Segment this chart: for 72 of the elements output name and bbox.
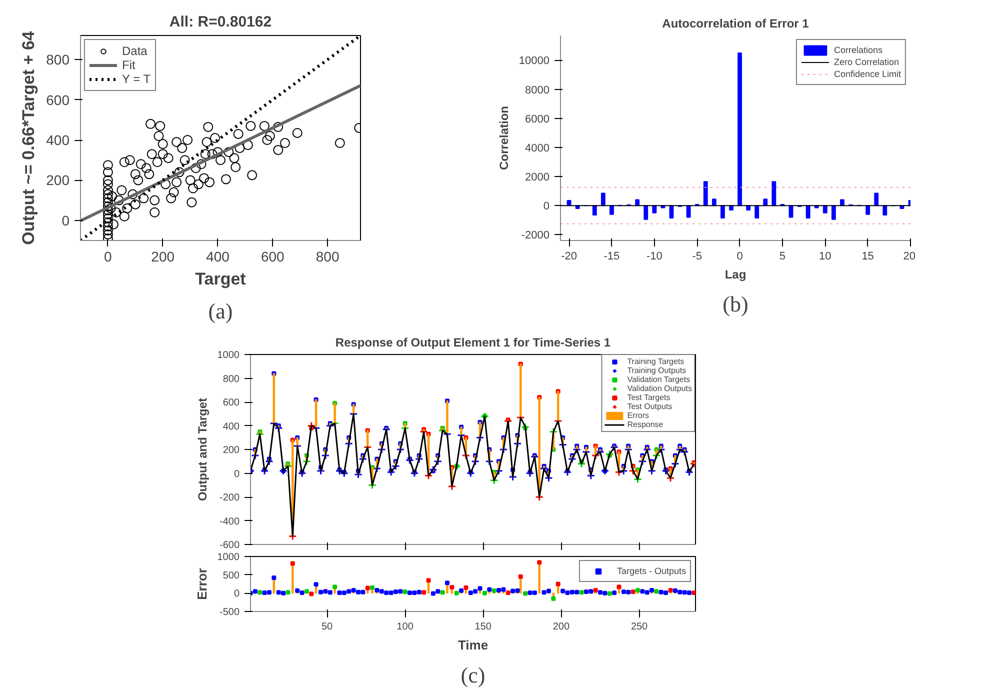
x-tick-label: 0 (736, 250, 743, 262)
x-tick-label: 200 (552, 622, 570, 632)
y-tick-label: 400 (46, 132, 70, 148)
y-tick-label: 2000 (525, 172, 550, 184)
x-tick-label: 600 (260, 248, 285, 264)
y-tick-label: 200 (222, 445, 240, 456)
x-tick-label: 10 (819, 250, 832, 262)
x-tick-label: 50 (321, 622, 334, 632)
chart-title: All: R=0.80162 (169, 14, 272, 30)
y-tick-label: 800 (46, 52, 70, 68)
x-tick-label: 150 (474, 622, 492, 632)
x-tick-label: 200 (151, 248, 175, 264)
y-tick-label: 400 (222, 421, 240, 432)
y-tick-label: 800 (222, 374, 240, 385)
legend-label: Response (627, 420, 664, 429)
y-tick-label: 4000 (525, 142, 550, 154)
y-tick-label: 0 (234, 468, 240, 480)
legend-label: Zero Correlation (834, 57, 899, 67)
legend-label: Confidence Limit (834, 69, 901, 79)
chart-title: Response of Output Element 1 for Time-Series 1 (335, 336, 611, 350)
y-tick-label: 600 (222, 398, 240, 408)
legend-label: Test Targets (627, 393, 670, 402)
legend-label: Test Outputs (627, 402, 672, 411)
x-tick-label: 20 (903, 250, 916, 262)
y-tick-label: -500 (219, 607, 240, 618)
y-tick-label: 0 (543, 200, 550, 213)
legend-label: Targets - Outputs (616, 566, 686, 576)
legend-label: Training Outputs (627, 366, 686, 375)
legend-label: Validation Targets (627, 375, 690, 384)
legend-label: Training Targets (627, 357, 684, 366)
text: (b) (722, 292, 748, 316)
x-tick-label: -10 (646, 250, 662, 262)
y-tick-label: 1000 (217, 552, 240, 563)
legend-label: Data (122, 44, 148, 58)
x-tick-label: 15 (862, 250, 874, 262)
x-tick-label: 400 (206, 248, 230, 264)
y-tick-label: 0 (234, 588, 240, 600)
legend-label: Validation Outputs (627, 384, 692, 393)
x-axis-title: Target (195, 270, 246, 288)
legend-label: Fit (122, 58, 136, 72)
y-tick-label: -600 (219, 540, 240, 551)
text: (a) (208, 298, 233, 324)
legend-label: Correlations (834, 45, 882, 55)
x-tick-label: 250 (630, 622, 648, 632)
legend-label: Y = T (122, 72, 151, 86)
y-tick-label: 600 (46, 92, 70, 108)
y-axis-title: Error (194, 568, 210, 600)
x-axis-title: Time (458, 638, 488, 652)
x-tick-label: 5 (779, 250, 786, 262)
y-tick-label: 10000 (518, 55, 550, 68)
x-tick-label: -20 (561, 250, 577, 262)
x-tick-label: -15 (604, 250, 620, 262)
y-tick-label: 8000 (525, 84, 550, 96)
y-tick-label: -200 (219, 492, 240, 504)
text: (c) (460, 662, 486, 688)
y-tick-label: -2000 (521, 230, 550, 242)
y-tick-label: -400 (219, 516, 240, 528)
y-tick-label: 0 (62, 212, 70, 228)
x-axis-title: Lag (724, 268, 746, 282)
y-tick-label: 1000 (217, 350, 240, 361)
y-tick-label: 500 (222, 570, 240, 582)
y-axis-title: Correlation (496, 106, 511, 170)
x-tick-label: 800 (316, 248, 340, 264)
y-tick-label: 200 (46, 172, 70, 188)
x-tick-label: 0 (104, 248, 112, 264)
chart-title: Autocorrelation of Error 1 (662, 16, 810, 30)
y-tick-label: 6000 (525, 113, 550, 126)
x-tick-label: -5 (692, 250, 702, 262)
y-axis-title: Output and Target (195, 398, 210, 502)
x-tick-label: 100 (396, 622, 414, 632)
y-axis-title: Output ~= 0.66*Target + 64 (19, 30, 38, 245)
legend-label: Errors (627, 411, 649, 420)
